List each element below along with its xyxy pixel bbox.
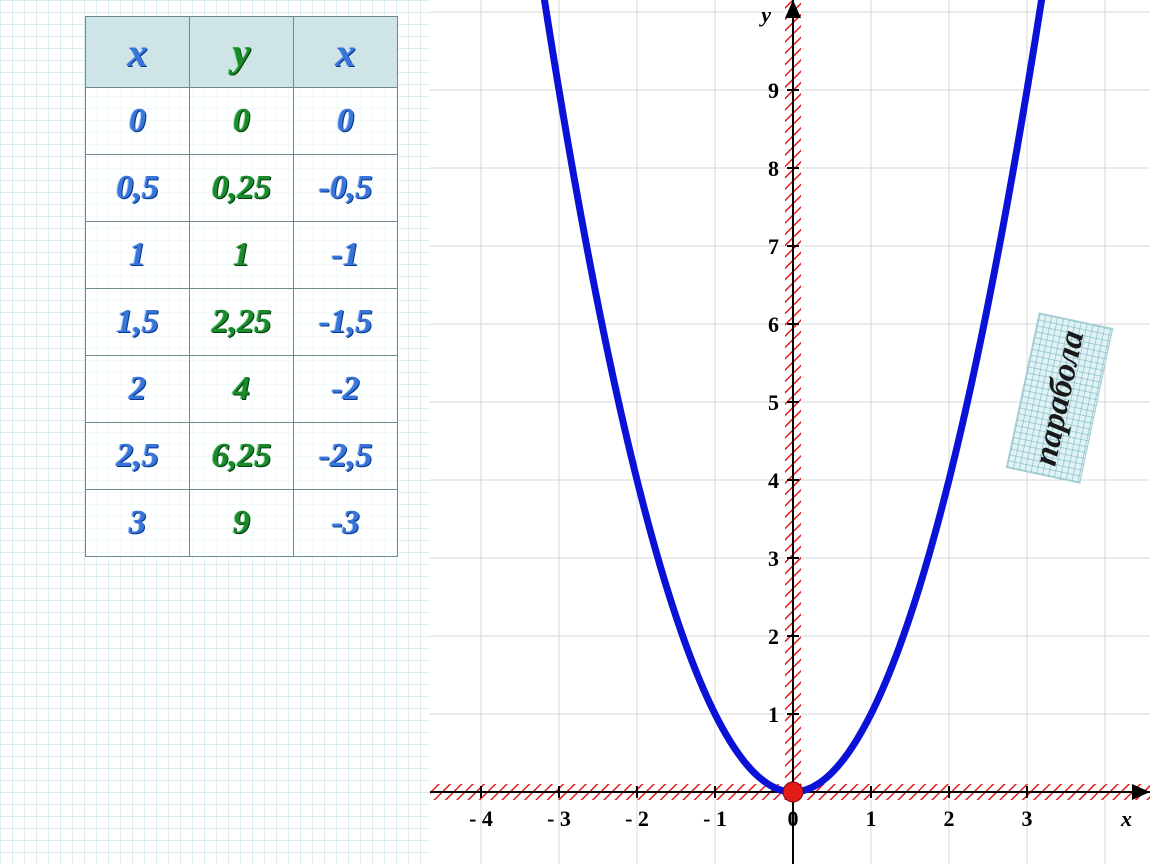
y-tick-label: 8 [768, 156, 779, 181]
y-tick-label: 3 [768, 546, 779, 571]
table-cell: 1 [86, 222, 190, 289]
y-tick-label: 5 [768, 390, 779, 415]
table-cell: -3 [294, 490, 398, 557]
table-cell: 2 [86, 356, 190, 423]
table-header-row: xyx [86, 17, 398, 88]
table-row: 24-2 [86, 356, 398, 423]
vertex-point [783, 782, 803, 802]
x-tick-label: - 2 [625, 806, 649, 831]
table-cell: 0,5 [86, 155, 190, 222]
y-tick-label: 4 [768, 468, 779, 493]
table-body: 0000,50,25-0,511-11,52,25-1,524-22,56,25… [86, 88, 398, 557]
xy-table: xyx 0000,50,25-0,511-11,52,25-1,524-22,5… [85, 16, 398, 557]
table-cell: 6,25 [190, 423, 294, 490]
table-cell: 4 [190, 356, 294, 423]
table-cell: -2,5 [294, 423, 398, 490]
table-cell: 1 [190, 222, 294, 289]
table-cell: 0 [294, 88, 398, 155]
table-row: 1,52,25-1,5 [86, 289, 398, 356]
y-tick-label: 7 [768, 234, 779, 259]
table-cell: -0,5 [294, 155, 398, 222]
table-header-cell: y [190, 17, 294, 88]
parabola-label-text: парабола [1027, 327, 1092, 469]
table-header-cell: x [86, 17, 190, 88]
x-axis-label: x [1120, 806, 1132, 831]
x-tick-label: 2 [944, 806, 955, 831]
table-cell: 2,5 [86, 423, 190, 490]
table-cell: 9 [190, 490, 294, 557]
y-tick-label: 6 [768, 312, 779, 337]
y-axis-label: y [758, 2, 771, 27]
table-cell: 3 [86, 490, 190, 557]
x-tick-label: - 4 [469, 806, 493, 831]
y-tick-label: 2 [768, 624, 779, 649]
table-cell: -1,5 [294, 289, 398, 356]
table-cell: 1,5 [86, 289, 190, 356]
table-cell: 0 [190, 88, 294, 155]
parabola-chart: - 4 - 3 - 2 - 1 0 1 2 3 1 2 3 4 5 6 7 8 9 y x парабола [430, 0, 1150, 864]
slide: xyx 0000,50,25-0,511-11,52,25-1,524-22,5… [0, 0, 1150, 864]
table-row: 0,50,25-0,5 [86, 155, 398, 222]
table-cell: -2 [294, 356, 398, 423]
x-tick-label: - 3 [547, 806, 571, 831]
table-row: 2,56,25-2,5 [86, 423, 398, 490]
table-cell: -1 [294, 222, 398, 289]
table-header-cell: x [294, 17, 398, 88]
table-row: 11-1 [86, 222, 398, 289]
x-tick-label: - 1 [703, 806, 727, 831]
x-tick-label: 1 [866, 806, 877, 831]
table-row: 000 [86, 88, 398, 155]
y-tick-label: 9 [768, 78, 779, 103]
table-row: 39-3 [86, 490, 398, 557]
table-cell: 0 [86, 88, 190, 155]
x-tick-label: 0 [788, 806, 799, 831]
table-cell: 2,25 [190, 289, 294, 356]
x-tick-label: 3 [1022, 806, 1033, 831]
table-cell: 0,25 [190, 155, 294, 222]
y-tick-label: 1 [768, 702, 779, 727]
table-head: xyx [86, 17, 398, 88]
